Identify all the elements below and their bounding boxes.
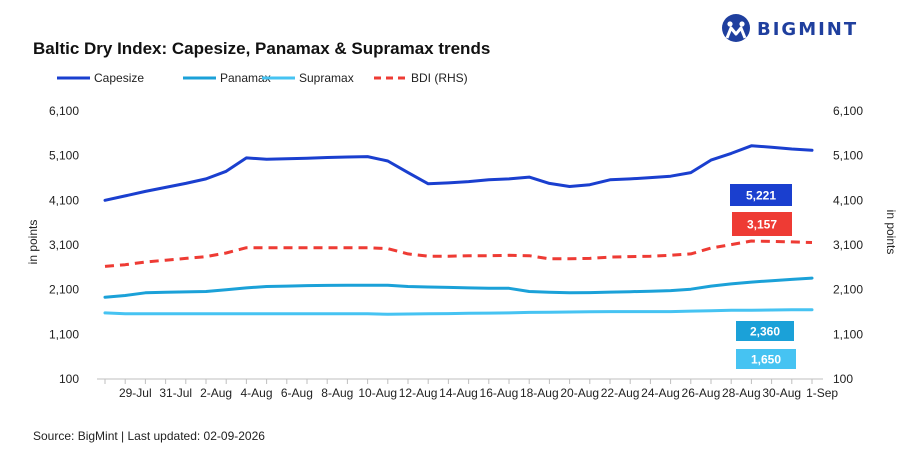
- logo-mark-dot-left: [727, 21, 733, 27]
- x-tick-label: 10-Aug: [358, 386, 397, 400]
- x-tick-label: 31-Jul: [159, 386, 192, 400]
- x-tick-label: 14-Aug: [439, 386, 478, 400]
- x-tick-label: 4-Aug: [240, 386, 272, 400]
- x-tick-label: 12-Aug: [399, 386, 438, 400]
- y-tick-label-left: 4,100: [49, 193, 79, 207]
- legend: Capesize Panamax Supramax BDI (RHS): [57, 71, 468, 85]
- y-tick-label-right: 100: [833, 372, 853, 386]
- logo-mark-figure: [725, 26, 747, 39]
- y-tick-label-right: 2,100: [833, 283, 863, 297]
- y-axis-right: 6,100 5,100 4,100 3,100 2,100 1,100 100: [833, 104, 863, 386]
- legend-label: Panamax: [220, 71, 271, 85]
- series-line-bdi-rhs: [104, 239, 813, 268]
- source-note: Source: BigMint | Last updated: 02-09-20…: [33, 429, 265, 443]
- series-line-panamax: [103, 276, 814, 299]
- x-tick-label: 1-Sep: [806, 386, 838, 400]
- data-label-value: 5,221: [746, 189, 776, 203]
- x-tick-label: 24-Aug: [641, 386, 680, 400]
- x-tick-label: 6-Aug: [281, 386, 313, 400]
- legend-label: BDI (RHS): [411, 71, 468, 85]
- y-tick-label-right: 5,100: [833, 149, 863, 163]
- series-lines: [103, 144, 814, 316]
- x-tick-label: 18-Aug: [520, 386, 559, 400]
- y-tick-label-left: 2,100: [49, 283, 79, 297]
- x-tick-label: 2-Aug: [200, 386, 232, 400]
- y-tick-label-left: 5,100: [49, 149, 79, 163]
- y-tick-label-right: 4,100: [833, 193, 863, 207]
- y-axis-title-left: in points: [26, 220, 40, 265]
- y-tick-label-left: 100: [59, 372, 79, 386]
- y-tick-label-right: 1,100: [833, 327, 863, 341]
- legend-label: Capesize: [94, 71, 144, 85]
- data-label-box: [732, 212, 792, 236]
- x-tick-label: 8-Aug: [321, 386, 353, 400]
- x-tick-label: 28-Aug: [722, 386, 761, 400]
- logo-mark-icon: [722, 14, 750, 42]
- x-tick-label: 20-Aug: [560, 386, 599, 400]
- y-tick-label-left: 3,100: [49, 238, 79, 252]
- y-axis-title-right: in points: [884, 210, 898, 255]
- series-line-supramax: [103, 308, 814, 316]
- data-label-box: [736, 349, 796, 369]
- bigmint-logo: BIGMINT: [722, 14, 858, 42]
- x-tick-label: 29-Jul: [119, 386, 152, 400]
- y-axis-left: 6,100 5,100 4,100 3,100 2,100 1,100 100: [49, 104, 79, 386]
- data-labels: 5,221 3,157 2,360 1,650: [730, 184, 796, 369]
- logo-text: BIGMINT: [757, 19, 858, 40]
- y-tick-label-left: 6,100: [49, 104, 79, 118]
- x-tick-label: 30-Aug: [762, 386, 801, 400]
- series-line-capesize: [103, 144, 814, 202]
- x-tick-label: 22-Aug: [601, 386, 640, 400]
- chart-title: Baltic Dry Index: Capesize, Panamax & Su…: [33, 39, 490, 58]
- data-label-box: [730, 184, 792, 206]
- data-label-box: [736, 321, 794, 341]
- y-tick-label-right: 6,100: [833, 104, 863, 118]
- logo-mark-dot-right: [739, 21, 745, 27]
- x-tick-label: 26-Aug: [682, 386, 721, 400]
- data-label-value: 3,157: [747, 218, 777, 232]
- x-tick-label: 16-Aug: [480, 386, 519, 400]
- data-label-value: 1,650: [751, 353, 781, 367]
- x-axis: 29-Jul 31-Jul 2-Aug 4-Aug 6-Aug 8-Aug 10-Aug 12…: [104, 379, 838, 400]
- data-label-value: 2,360: [750, 325, 780, 339]
- y-tick-label-left: 1,100: [49, 327, 79, 341]
- legend-label: Supramax: [299, 71, 354, 85]
- y-tick-label-right: 3,100: [833, 238, 863, 252]
